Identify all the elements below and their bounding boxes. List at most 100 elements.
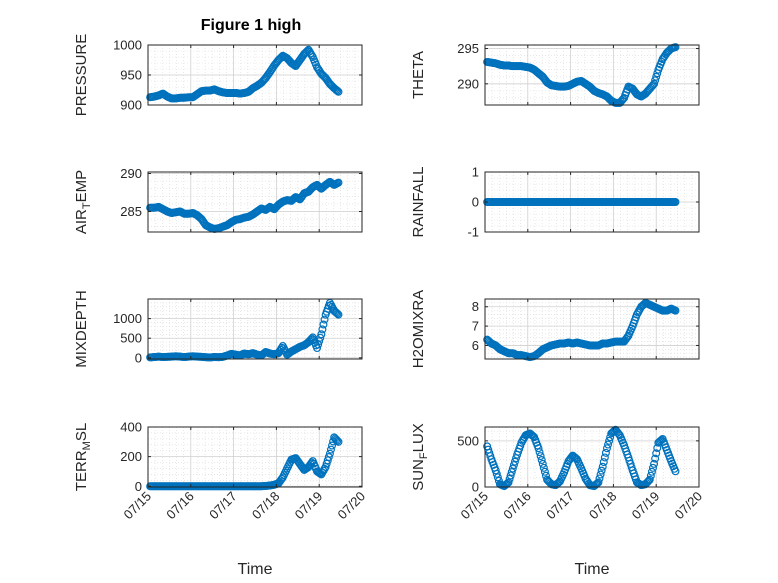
- data-point: [314, 340, 323, 349]
- y-tick-label: 200: [120, 449, 142, 464]
- data-point: [334, 87, 343, 96]
- data-point: [333, 309, 342, 318]
- y-tick-label: 295: [457, 41, 479, 56]
- data-point: [505, 474, 514, 483]
- data-point: [596, 470, 605, 479]
- data-point: [320, 315, 329, 324]
- data-point: [540, 467, 549, 476]
- y-tick-label: 1000: [113, 38, 142, 53]
- data-point: [594, 478, 603, 487]
- data-point: [645, 475, 654, 484]
- data-point: [491, 466, 500, 475]
- data-point: [597, 466, 606, 475]
- data-point: [492, 469, 501, 478]
- data-point: [332, 85, 341, 94]
- data-point: [537, 456, 546, 465]
- subplot-rainfall: -1 0 1 RAINFALL: [410, 165, 700, 240]
- x-tick-label: 07/16: [500, 489, 534, 523]
- data-point: [614, 429, 623, 438]
- y-tick-label: 290: [457, 76, 479, 91]
- data-point: [326, 445, 335, 454]
- x-tick-label: 07/18: [249, 489, 283, 523]
- x-tick-label: 07/20: [335, 489, 369, 523]
- data-point: [647, 82, 656, 91]
- y-tick-label: 1: [472, 165, 479, 180]
- subplot-sun-flux: 0 500 SUNFLUX 07/15 07/16 07/17 07/18 07/19 07/2…: [410, 423, 705, 578]
- data-point: [619, 95, 628, 104]
- axes-box: [147, 171, 363, 233]
- y-tick-label: 1000: [113, 311, 142, 326]
- x-tick-label: 07/19: [292, 489, 326, 523]
- data-point: [534, 444, 543, 453]
- data-point: [508, 464, 517, 473]
- data-point: [643, 477, 652, 486]
- subplot-pressure: 900 950 1000 PRESSURE: [73, 34, 363, 117]
- x-axis-label: Time: [575, 561, 610, 578]
- data-point: [324, 453, 333, 462]
- y-axis-label: PRESSURE: [73, 34, 90, 117]
- y-axis-label: TERRMSL: [73, 423, 93, 491]
- data-point: [504, 478, 513, 487]
- y-tick-label: -1: [467, 225, 479, 240]
- y-tick-label: 7: [472, 319, 479, 334]
- subplot-air-temp: 285 290 AIRTEMP: [73, 166, 363, 234]
- x-tick-label: 07/19: [629, 489, 663, 523]
- data-point: [650, 79, 659, 88]
- data-point: [651, 454, 660, 463]
- x-tick-label: 07/15: [458, 489, 492, 523]
- x-tick-label: 07/18: [586, 489, 620, 523]
- data-point: [648, 463, 657, 472]
- y-tick-label: 900: [120, 98, 142, 113]
- subplot-theta: 290 295 THETA: [410, 41, 700, 107]
- data-point: [493, 473, 502, 482]
- data-point: [317, 330, 326, 339]
- y-axis-label: SUNFLUX: [410, 423, 430, 491]
- data-point: [600, 453, 609, 462]
- figure-title: Figure 1 high: [201, 17, 301, 34]
- x-tick-label: 07/15: [121, 489, 155, 523]
- data-point: [315, 468, 324, 477]
- subplot-mixdepth: 0 500 1000 MIXDEPTH: [73, 290, 363, 368]
- data-point: [506, 471, 515, 480]
- data-point: [535, 448, 544, 457]
- data-point: [671, 467, 680, 476]
- y-tick-label: 500: [457, 433, 479, 448]
- data-point: [671, 306, 680, 315]
- y-tick-label: 0: [472, 480, 479, 495]
- y-axis-label: RAINFALL: [410, 167, 427, 238]
- data-point: [652, 449, 661, 458]
- axes-box: [147, 298, 363, 360]
- y-axis-label: AIRTEMP: [73, 170, 93, 234]
- data-point: [602, 444, 611, 453]
- data-point: [623, 333, 632, 342]
- data-point: [333, 436, 342, 445]
- data-point: [334, 178, 343, 187]
- axes-box: [484, 298, 700, 360]
- data-point: [334, 310, 343, 319]
- data-point: [604, 440, 613, 449]
- data-point: [605, 436, 614, 445]
- subplot-h2omixra: 6 7 8 H2OMIXRA: [410, 290, 700, 368]
- x-axis-label: Time: [238, 561, 273, 578]
- y-tick-label: 8: [472, 299, 479, 314]
- x-tick-label: 07/17: [206, 489, 240, 523]
- y-tick-label: 290: [120, 166, 142, 181]
- y-axis-label: MIXDEPTH: [73, 290, 90, 368]
- y-tick-label: 6: [472, 338, 479, 353]
- subplot-terr-msl: 0 200 400 TERRMSL 07/15 07/16 07/17 07/18 07/19 0…: [73, 420, 368, 579]
- data-point: [541, 471, 550, 480]
- data-point: [510, 457, 519, 466]
- data-point: [599, 458, 608, 467]
- data-point: [319, 320, 328, 329]
- data-point: [671, 43, 680, 52]
- data-point: [646, 471, 655, 480]
- y-tick-label: 0: [135, 479, 142, 494]
- data-point: [507, 468, 516, 477]
- x-tick-label: 07/17: [543, 489, 577, 523]
- data-point: [307, 51, 316, 60]
- data-point: [333, 86, 342, 95]
- data-point: [328, 441, 337, 450]
- y-tick-label: 500: [120, 331, 142, 346]
- data-point: [318, 325, 327, 334]
- y-tick-label: 0: [472, 195, 479, 210]
